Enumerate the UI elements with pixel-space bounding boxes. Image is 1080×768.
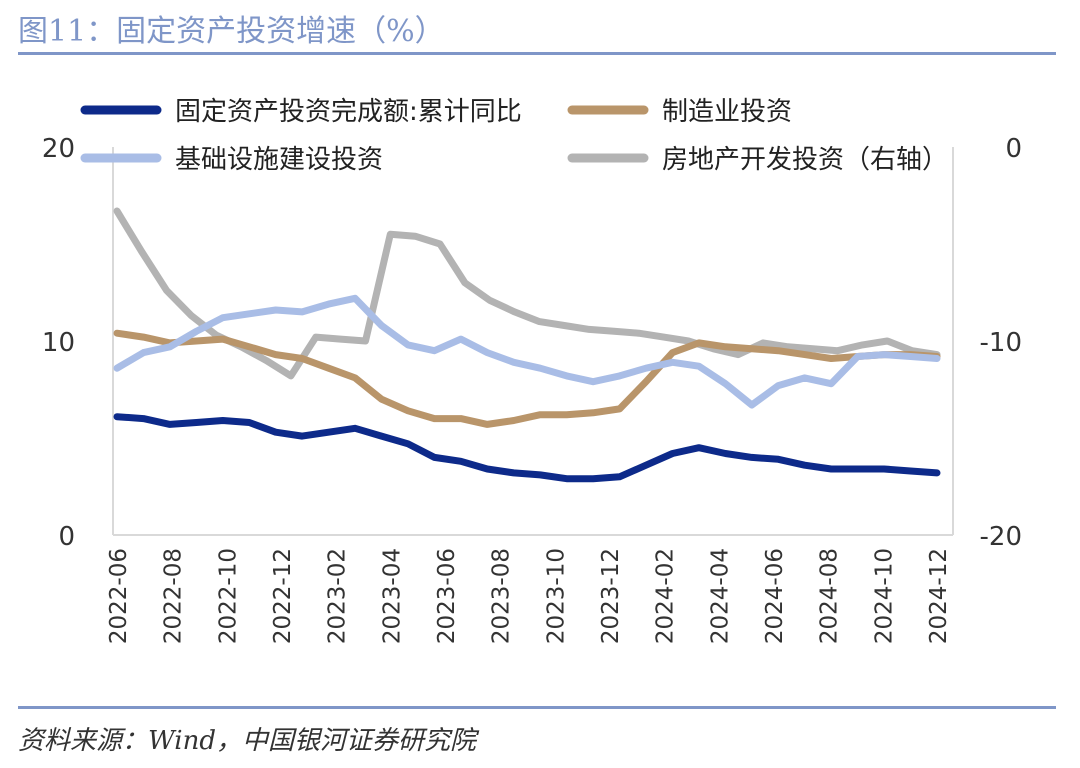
right-tick-label: -10 — [980, 328, 1022, 358]
legend-label: 制造业投资 — [662, 97, 792, 127]
x-tick-label: 2024-06 — [762, 548, 788, 644]
x-axis-ticks: 2022-06 2022-08 2022-10 2022-12 2023-02 2023-… — [106, 548, 952, 644]
title-divider — [18, 52, 1056, 55]
x-tick-label: 2024-08 — [817, 548, 843, 644]
x-tick-label: 2023-06 — [434, 548, 460, 644]
right-tick-label: 0 — [1005, 134, 1022, 164]
source-note: 资料来源：Wind，中国银河证券研究院 — [18, 726, 476, 756]
x-tick-label: 2022-06 — [106, 548, 132, 644]
series-line-fixed-asset — [113, 413, 941, 483]
right-tick-label: -20 — [980, 522, 1022, 552]
x-tick-label: 2022-10 — [215, 548, 241, 644]
legend-label: 房地产开发投资（右轴） — [662, 145, 948, 175]
x-tick-label: 2023-10 — [543, 548, 569, 644]
series-line-manufacturing — [113, 329, 941, 428]
right-axis-ticks: -20 -10 0 — [980, 134, 1022, 552]
x-tick-label: 2023-12 — [598, 548, 624, 644]
x-tick-label: 2022-08 — [161, 548, 187, 644]
series-lines — [113, 207, 941, 483]
x-tick-label: 2023-02 — [325, 548, 351, 644]
legend-label: 固定资产投资完成额:累计同比 — [175, 97, 522, 127]
x-tick-label: 2024-02 — [653, 548, 679, 644]
series-line-infrastructure — [113, 294, 941, 409]
axes — [112, 147, 954, 536]
source-divider — [18, 706, 1056, 709]
series-line-real-estate — [113, 207, 941, 380]
legend-label: 基础设施建设投资 — [175, 145, 383, 175]
x-tick-label: 2024-10 — [871, 548, 897, 644]
left-tick-label: 10 — [42, 328, 75, 358]
left-tick-label: 20 — [42, 134, 75, 164]
left-tick-label: 0 — [58, 522, 75, 552]
x-tick-label: 2023-08 — [489, 548, 515, 644]
x-tick-label: 2022-12 — [270, 548, 296, 644]
x-tick-label: 2023-04 — [379, 548, 405, 644]
x-tick-label: 2024-12 — [926, 548, 952, 644]
x-tick-label: 2024-04 — [707, 548, 733, 644]
left-axis-ticks: 0 10 20 — [42, 134, 75, 552]
chart-title: 图11：固定资产投资增速（%） — [18, 14, 445, 49]
